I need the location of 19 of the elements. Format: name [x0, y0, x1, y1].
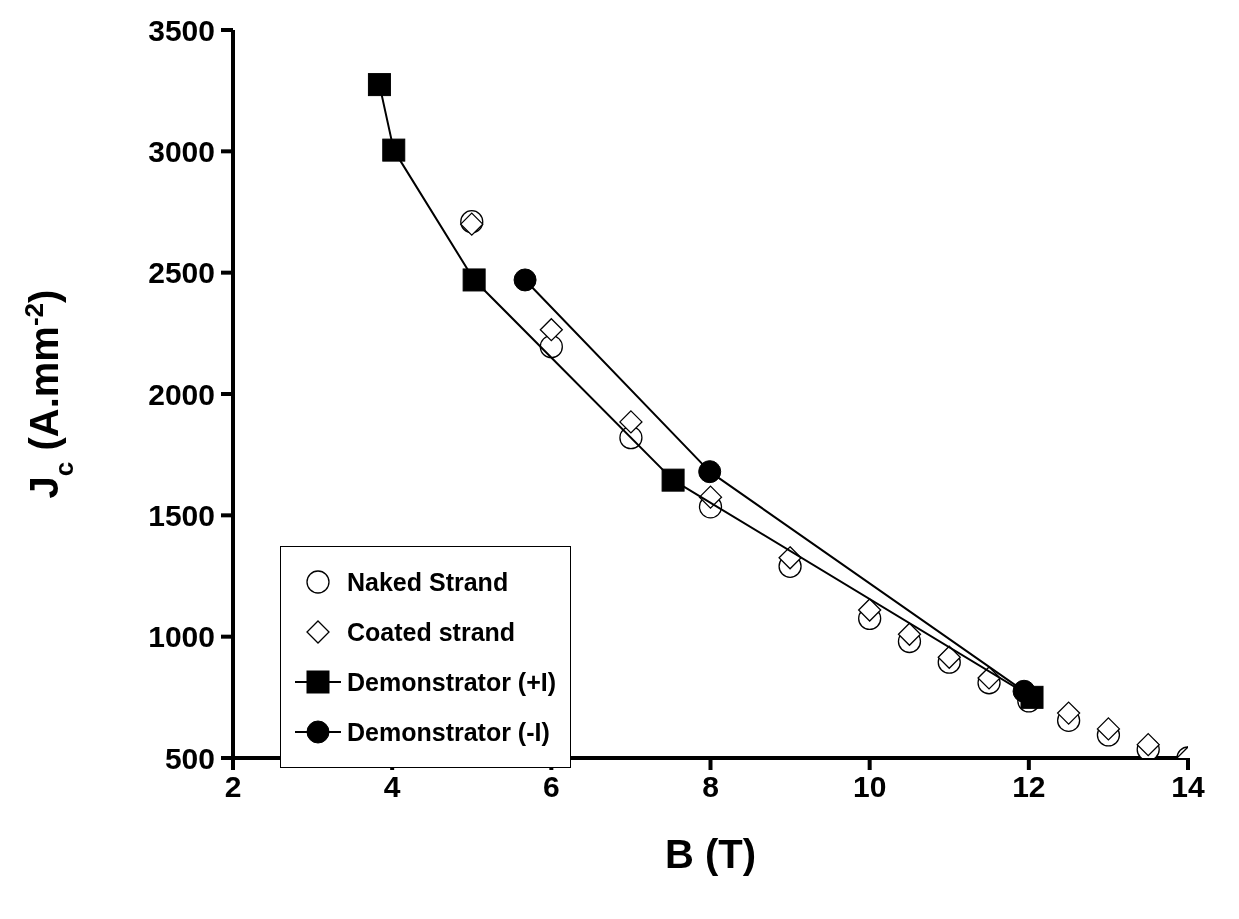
y-tick-label: 2500 — [148, 256, 215, 290]
y-tick-label: 2000 — [148, 377, 215, 411]
x-tick-label: 14 — [1171, 770, 1205, 804]
y-tick-label: 1500 — [148, 498, 215, 532]
legend-label: Coated strand — [347, 617, 516, 647]
x-axis-title: B (T) — [664, 832, 757, 876]
y-tick-label: 3500 — [148, 13, 215, 47]
x-tick-label: 6 — [542, 770, 560, 804]
y-tick-label: 1000 — [148, 620, 215, 654]
x-tick-label: 2 — [224, 770, 242, 804]
legend-label: Demonstrator (+I) — [347, 667, 557, 697]
y-tick-label: 3000 — [148, 134, 215, 168]
legend-label: Demonstrator (-I) — [347, 717, 550, 747]
legend-label: Naked Strand — [347, 567, 509, 597]
x-tick-label: 8 — [702, 770, 719, 804]
x-tick-label: 10 — [852, 770, 887, 804]
x-tick-label: 4 — [383, 770, 401, 804]
x-tick-label: 12 — [1012, 770, 1046, 804]
y-tick-label: 500 — [164, 741, 215, 775]
